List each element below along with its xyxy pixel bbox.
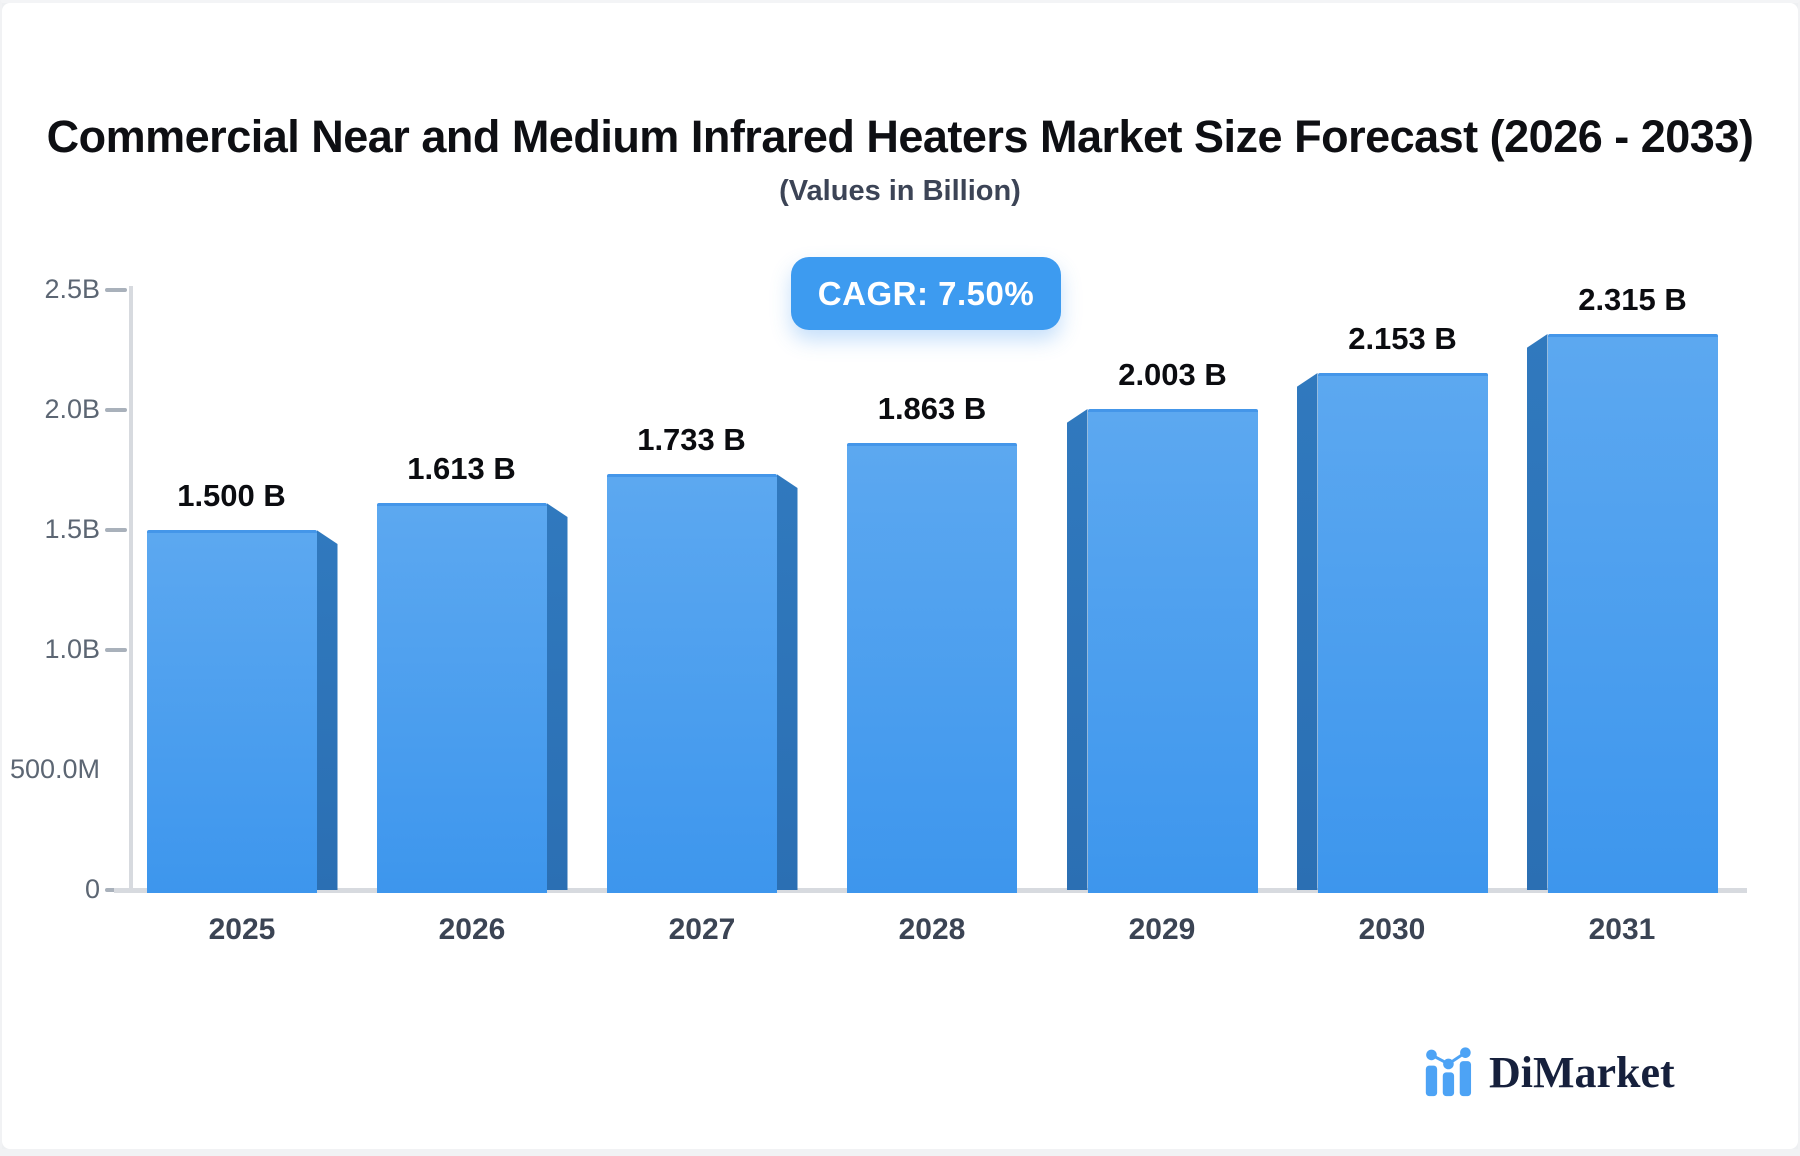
bar-value-label: 2.315 B xyxy=(1578,282,1687,317)
bar-3d-side-2025 xyxy=(316,530,338,890)
y-axis-tick-label: 2.5B xyxy=(44,274,100,304)
x-axis-year-label: 2025 xyxy=(208,913,276,946)
y-axis-tick-mark xyxy=(105,288,127,292)
bar-value-label: 2.003 B xyxy=(1118,357,1227,392)
bar-2029 xyxy=(1087,409,1258,893)
y-axis-tick-label: 2.0B xyxy=(44,394,100,424)
x-axis-year-label: 2028 xyxy=(898,913,966,946)
bar-3d-side-2027 xyxy=(776,474,798,890)
chart-card: Commercial Near and Medium Infrared Heat… xyxy=(2,3,1798,1149)
y-axis-tick-mark xyxy=(105,408,127,412)
y-axis-tick-label: 500.0M xyxy=(9,754,100,784)
bar-chart-logo-icon xyxy=(1425,1047,1472,1097)
bar-value-label: 1.613 B xyxy=(407,451,516,486)
bar-2030 xyxy=(1317,373,1488,893)
bar-value-label: 1.863 B xyxy=(877,391,987,426)
y-axis-tick-label: 1.0B xyxy=(44,634,100,664)
bar-value-label: 2.153 B xyxy=(1348,321,1457,356)
bar-value-label: 1.500 B xyxy=(177,478,286,513)
x-axis-year-label: 2030 xyxy=(1358,913,1426,946)
bar-value-label: 1.733 B xyxy=(637,422,746,457)
x-axis-year-label: 2026 xyxy=(438,913,506,946)
bar-3d-side-2029 xyxy=(1066,409,1088,890)
dimarket-logo-text: DiMarket xyxy=(1489,1048,1675,1097)
bar-3d-side-2031 xyxy=(1526,334,1548,890)
y-axis-tick-mark xyxy=(105,648,127,652)
bar-2026 xyxy=(376,503,547,893)
chart-title: Commercial Near and Medium Infrared Heat… xyxy=(46,111,1754,162)
dimarket-logo: DiMarket xyxy=(1423,1043,1675,1103)
bar-2028 xyxy=(847,443,1017,893)
bar-2025 xyxy=(146,530,317,893)
y-axis-tick-label: 0 xyxy=(84,874,100,904)
bar-3d-side-2026 xyxy=(546,503,568,890)
bar-2027 xyxy=(606,474,777,893)
y-axis-tick-label: 1.5B xyxy=(44,514,100,544)
cagr-badge: CAGR: 7.50% xyxy=(791,257,1061,330)
x-axis-year-label: 2027 xyxy=(668,913,736,946)
bar-chart-plot: 2.5B 2.0B 1.5B 1.0B 500.0M 0 1.500 B 2025 1.613 … xyxy=(2,3,1798,1149)
x-axis-year-label: 2029 xyxy=(1128,913,1196,946)
bar-2031 xyxy=(1547,334,1718,893)
y-axis-line xyxy=(129,286,133,892)
x-axis-year-label: 2031 xyxy=(1588,913,1656,946)
bar-3d-side-2030 xyxy=(1296,373,1318,890)
chart-subtitle: (Values in Billion) xyxy=(779,175,1021,207)
y-axis-tick-mark xyxy=(105,528,127,532)
